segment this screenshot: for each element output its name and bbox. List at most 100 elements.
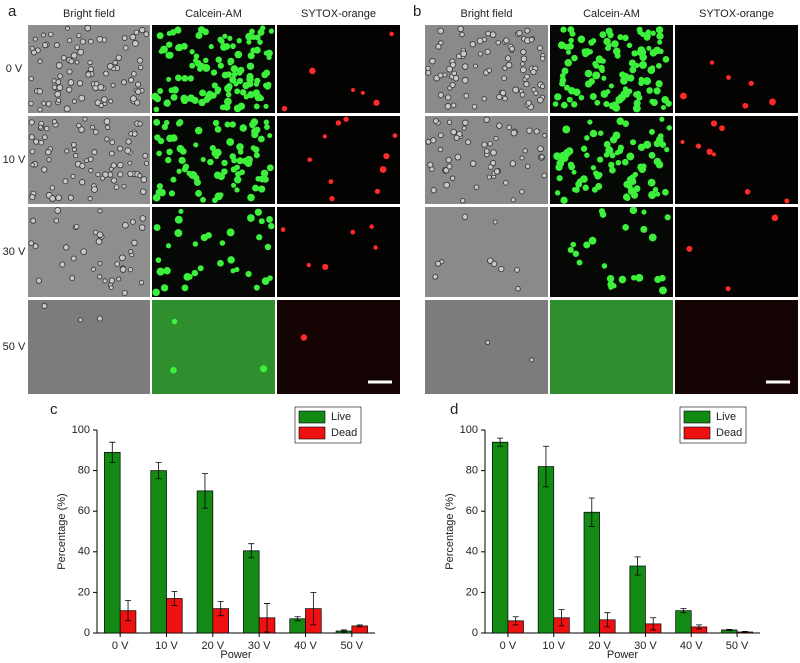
live-cell: [259, 365, 268, 373]
cell: [38, 124, 43, 130]
live-cell: [639, 61, 647, 69]
cell: [28, 240, 35, 246]
cell: [96, 231, 104, 239]
cell: [74, 59, 80, 65]
x-tick-label: 0 V: [500, 640, 517, 652]
live-cell: [560, 26, 567, 33]
error-bar: [634, 556, 641, 576]
live-cell: [578, 94, 585, 101]
cell: [45, 149, 52, 156]
live-cell: [194, 126, 203, 135]
live-cell: [633, 185, 641, 193]
cell: [519, 155, 525, 161]
cell: [66, 37, 73, 44]
cell: [80, 248, 88, 256]
cell: [93, 129, 99, 135]
y-tick-label: 60: [466, 505, 478, 517]
error-bar: [201, 473, 208, 509]
cell: [136, 57, 144, 64]
cell: [499, 89, 507, 97]
live-cell: [256, 176, 262, 182]
live-cell: [249, 121, 256, 129]
cell: [542, 133, 548, 139]
dead-cell: [719, 125, 725, 132]
live-cell: [605, 89, 611, 95]
live-cell: [553, 152, 561, 160]
cell: [87, 59, 93, 66]
error-bar: [604, 612, 611, 628]
cell: [469, 160, 477, 167]
live-cell: [165, 243, 172, 249]
live-cell: [189, 49, 195, 55]
dead-cell: [322, 263, 329, 271]
live-cell: [188, 171, 197, 179]
panel-label: b: [413, 3, 421, 20]
dead-cell: [680, 92, 687, 100]
cell: [520, 55, 528, 63]
live-cell: [200, 233, 208, 242]
dead-cell: [706, 148, 713, 155]
live-cell: [171, 318, 178, 325]
live-cell: [166, 134, 174, 143]
bar: [629, 565, 646, 634]
cell: [57, 73, 63, 79]
cell: [139, 26, 146, 34]
bar: [243, 550, 260, 634]
x-tick-label: 10 V: [155, 640, 178, 652]
live-cell: [224, 84, 232, 93]
live-cell: [624, 194, 631, 201]
bar: [150, 470, 167, 634]
cell: [45, 100, 52, 107]
cell: [42, 134, 48, 140]
live-cell: [227, 256, 235, 264]
error-bar: [497, 437, 504, 447]
live-cell: [234, 50, 243, 59]
live-cell: [189, 62, 196, 69]
live-cell: [215, 56, 222, 63]
live-cell: [209, 145, 216, 152]
live-cell: [652, 186, 659, 193]
panel-label: d: [450, 401, 458, 418]
cell: [117, 171, 124, 178]
cell: [490, 149, 497, 156]
live-cell: [636, 94, 643, 101]
column-header: Bright field: [461, 8, 513, 20]
live-cell: [631, 50, 638, 57]
live-cell: [168, 87, 175, 94]
x-tick-label: 10 V: [542, 640, 565, 652]
live-cell: [155, 257, 162, 263]
cell: [425, 69, 432, 76]
live-cell: [237, 66, 245, 74]
error-bar: [340, 629, 347, 633]
cell: [33, 138, 40, 145]
live-cell: [617, 34, 624, 41]
error-bar: [726, 628, 733, 631]
cell: [109, 139, 116, 146]
live-cell: [263, 103, 269, 109]
live-cell: [626, 152, 635, 161]
live-cell: [246, 62, 255, 70]
live-cell: [257, 28, 265, 36]
legend-label: Live: [716, 411, 736, 423]
cell: [104, 136, 110, 142]
live-cell: [250, 47, 257, 54]
cell: [502, 65, 508, 71]
cell: [449, 175, 456, 181]
live-cell: [655, 62, 662, 69]
live-cell: [660, 104, 667, 111]
cell: [503, 37, 510, 44]
cell: [515, 286, 521, 292]
live-cell: [611, 40, 619, 48]
live-cell: [622, 34, 629, 42]
live-cell: [634, 62, 640, 69]
bar: [491, 441, 509, 634]
live-cell: [650, 30, 656, 36]
live-cell: [239, 124, 247, 132]
live-cell: [556, 175, 563, 182]
live-cell: [219, 38, 225, 45]
live-cell: [661, 96, 669, 104]
cell: [453, 134, 460, 141]
live-cell: [205, 92, 214, 101]
cell: [486, 67, 492, 74]
error-bar: [310, 592, 317, 626]
